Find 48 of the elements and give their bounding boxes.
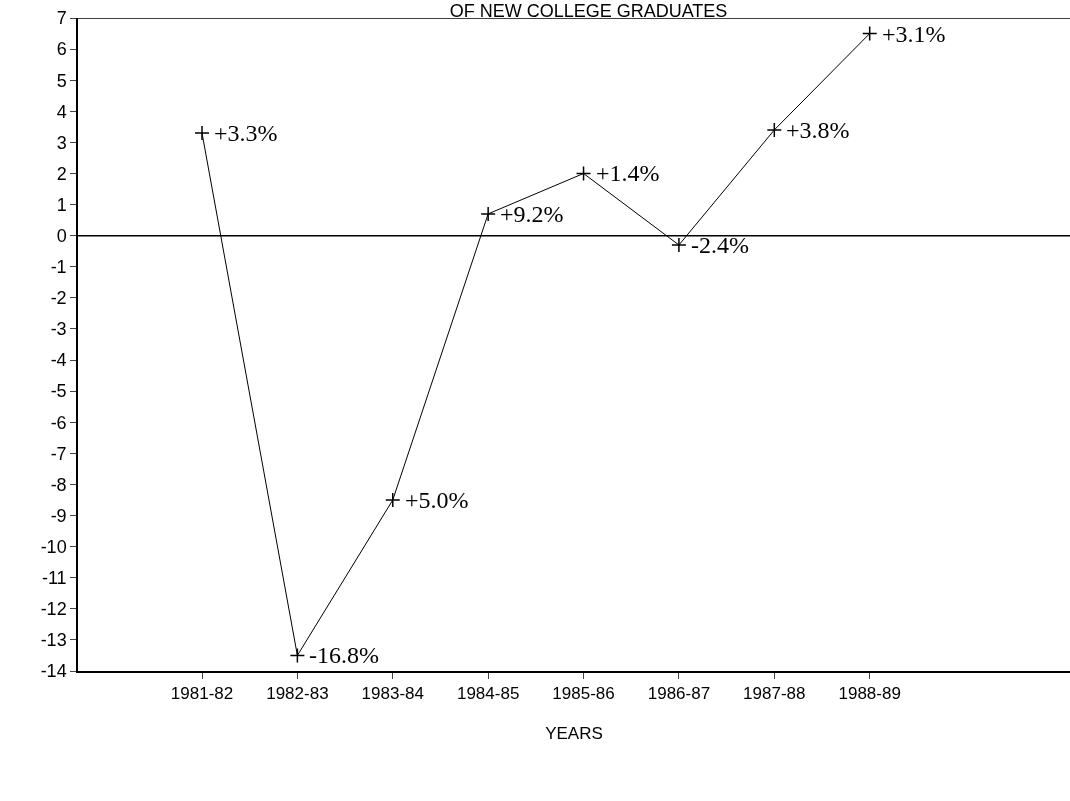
point [861,25,878,42]
x-tick-label: 1987-88 [743,684,806,704]
y-tick-label: 1 [56,194,67,215]
point [766,122,783,138]
y-tick-label: -12 [40,599,67,620]
annotation: -2.4% [691,232,749,258]
x-tick-label: 1986-87 [647,684,711,704]
y-tick-label: 2 [56,163,67,184]
point [289,647,306,664]
x-tick-label: 1985-86 [552,684,615,704]
y-tick-label: 6 [56,39,67,60]
y-tick-label: -7 [50,443,67,464]
annotation: +9.2% [500,201,564,227]
y-tick-label: -1 [50,257,67,278]
y-tick-label: -3 [50,319,67,340]
y-tick-label: 4 [56,101,67,122]
y-tick-label: 5 [56,70,67,91]
y-tick-label: 3 [56,132,67,153]
y-tick-label: -14 [40,661,67,682]
point [575,165,592,182]
y-tick-label: -4 [50,350,67,371]
y-tick-label: -10 [40,536,67,557]
annotation: +5.0% [405,487,469,513]
point [385,492,401,508]
annotation: +1.4% [596,160,660,186]
point [671,237,687,253]
point [480,206,496,222]
annotation: +3.1% [882,21,946,47]
x-tick-label: 1984-85 [456,684,520,704]
x-tick-label: 1988-89 [838,684,901,704]
y-tick-label: -8 [50,474,67,495]
x-tick-label: 1983-84 [361,684,424,704]
point [194,125,210,141]
x-tick-label: 1982-83 [266,684,329,704]
x-tick-label: 1981-82 [170,684,234,704]
y-tick-label: -11 [41,568,67,589]
chart-title: OF NEW COLLEGE GRADUATES [449,0,728,21]
y-tick-label: -13 [40,630,67,651]
y-tick-label: 0 [56,225,67,246]
y-tick-label: -6 [50,412,67,433]
x-axis-title: YEARS [545,724,603,744]
annotation: +3.3% [214,120,278,146]
y-tick-label: 7 [56,8,67,29]
annotation: -16.8% [309,642,379,668]
y-tick-label: -9 [50,505,67,526]
annotation: +3.8% [786,117,850,143]
y-tick-label: -5 [50,381,67,402]
y-tick-label: -2 [50,288,67,309]
